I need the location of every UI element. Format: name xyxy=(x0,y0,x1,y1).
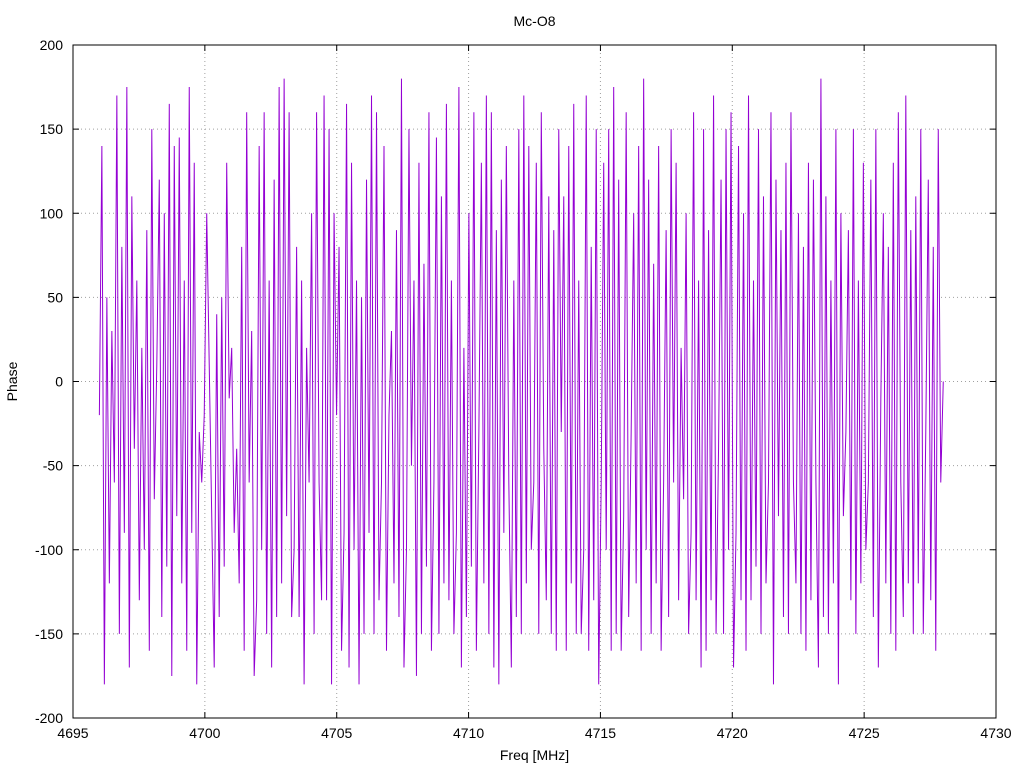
series-layer xyxy=(98,78,944,685)
y-tick-label: -50 xyxy=(43,458,63,474)
x-axis-title: Freq [MHz] xyxy=(500,747,569,763)
x-tick-label: 4715 xyxy=(585,725,616,741)
x-tick-label: 4710 xyxy=(453,725,484,741)
y-tick-label: 150 xyxy=(40,121,64,137)
y-tick-label: -200 xyxy=(35,710,63,726)
y-tick-label: 50 xyxy=(47,289,63,305)
y-tick-label: 0 xyxy=(55,374,63,390)
x-tick-label: 4730 xyxy=(980,725,1011,741)
y-tick-label: -100 xyxy=(35,542,63,558)
x-tick-label: 4725 xyxy=(849,725,880,741)
x-tick-label: 4720 xyxy=(717,725,748,741)
y-tick-label: 200 xyxy=(40,37,64,53)
y-tick-label: 100 xyxy=(40,205,64,221)
x-tick-label: 4705 xyxy=(321,725,352,741)
y-tick-label: -150 xyxy=(35,626,63,642)
series-line-0 xyxy=(98,78,944,685)
ticks: 4695 4700 4705 4710 4715 4720 4725 4730 -200 -150… xyxy=(35,37,1012,741)
x-tick-label: 4700 xyxy=(189,725,220,741)
x-tick-label: 4695 xyxy=(57,725,88,741)
y-axis-title: Phase xyxy=(4,361,20,401)
chart-title: Mc-O8 xyxy=(514,13,556,29)
